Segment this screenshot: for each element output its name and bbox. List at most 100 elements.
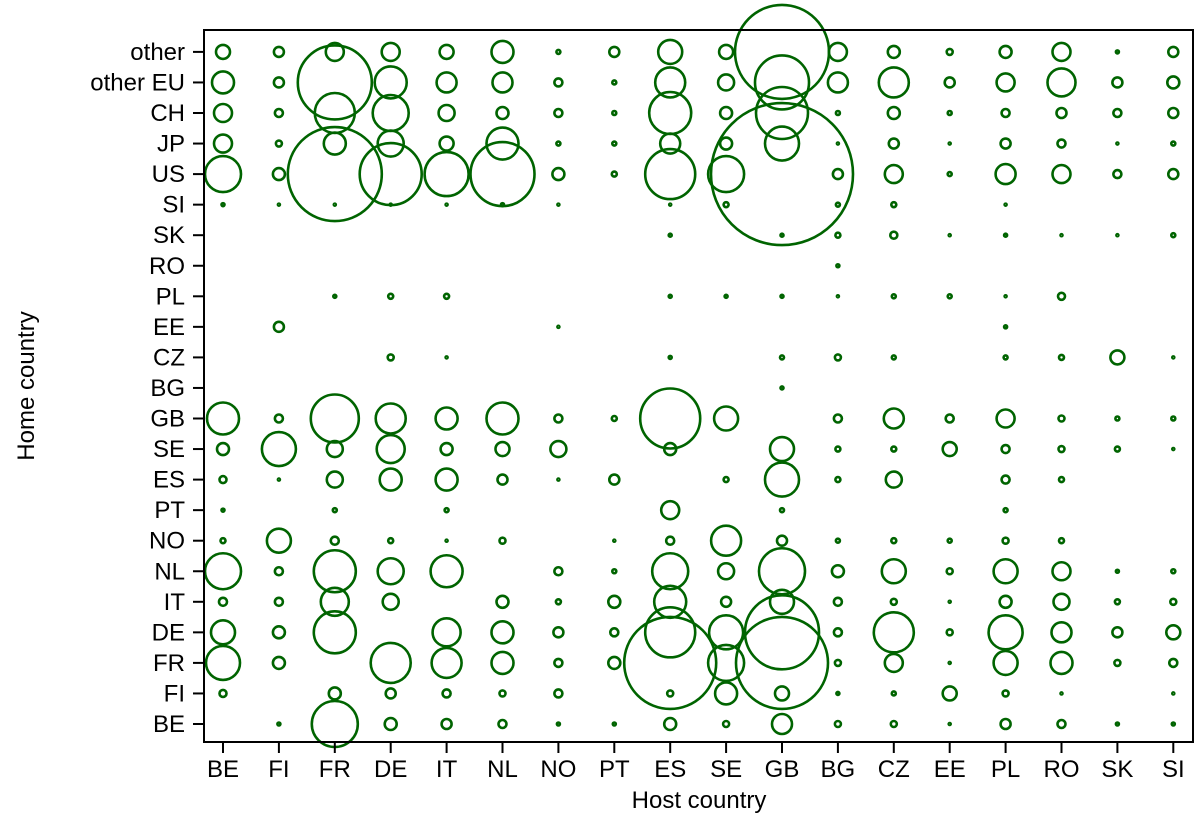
- bubble-it-in-fr: [319, 586, 351, 618]
- bubble-de-in-ee: [945, 628, 955, 637]
- bubble-de-in-sk: [1111, 626, 1124, 639]
- bubble-no-in-pt: [611, 538, 617, 544]
- bubble-se-in-fr: [325, 439, 345, 459]
- bubble-be-in-sk: [1114, 721, 1121, 727]
- bubble-nl-in-fr: [312, 548, 358, 594]
- bubble-nl-in-si: [1170, 567, 1177, 575]
- bubble-es-in-ro: [1057, 475, 1066, 484]
- bubble-ee-in-fi: [272, 320, 286, 334]
- bubble-se-in-ro: [1057, 444, 1066, 454]
- bubble-es-in-pl: [1000, 474, 1011, 485]
- bubble-no-in-gb: [775, 534, 789, 548]
- x-tick-label-it: IT: [436, 756, 458, 783]
- bubble-us-in-es: [643, 147, 697, 201]
- x-tick-label-fi: FI: [268, 756, 289, 783]
- bubble-fr-in-bg: [833, 658, 843, 668]
- bubble-ch-in-es: [647, 90, 693, 136]
- bubble-ch-in-sk: [1112, 107, 1123, 119]
- bubble-se-in-it: [439, 441, 454, 457]
- bubble-jp-in-ee: [947, 141, 953, 146]
- x-tick-label-no: NO: [540, 756, 576, 783]
- bubble-gb-in-pl: [995, 408, 1016, 429]
- bubble-se-in-cz: [889, 445, 898, 453]
- bubble-ch-in-nl: [495, 105, 510, 121]
- bubble-jp-in-fi: [274, 139, 284, 148]
- bubble-other-in-se: [717, 43, 735, 61]
- bubble-ch-in-fi: [273, 107, 285, 119]
- bubble-fi-in-pl: [1001, 689, 1010, 698]
- bubble-pl-in-ro: [1056, 291, 1067, 302]
- y-axis-title: Home country: [13, 311, 40, 460]
- bubble-us-in-it: [423, 150, 470, 198]
- bubble-pl-in-it: [442, 292, 451, 301]
- bubble-it-in-be: [217, 596, 229, 608]
- bubble-se-in-de: [375, 433, 407, 465]
- y-tick-label-fi: FI: [164, 680, 185, 707]
- bubble-si-in-se: [722, 200, 730, 209]
- bubble-sk-in-bg: [834, 231, 842, 239]
- bubble-pl-in-de: [386, 292, 395, 301]
- bubble-fr-in-si: [1168, 657, 1179, 669]
- bubble-nl-in-se: [716, 561, 736, 581]
- bubble-fi-in-it: [441, 688, 452, 699]
- bubble-jp-in-nl: [485, 126, 520, 161]
- bubble-pl-in-fr: [331, 293, 338, 300]
- bubble-it-in-de: [381, 592, 401, 612]
- bubble-other-eu-in-fr: [296, 44, 374, 121]
- bubble-no-in-be: [219, 536, 227, 545]
- bubble-se-in-sk: [1113, 445, 1122, 453]
- y-tick-label-gb: GB: [150, 406, 185, 433]
- bubble-it-in-no: [554, 597, 563, 606]
- bubble-cz-in-de: [386, 353, 396, 362]
- bubble-gb-in-be: [205, 401, 241, 436]
- bubble-es-in-gb: [763, 461, 801, 498]
- bubble-ch-in-pt: [610, 109, 618, 117]
- bubble-be-in-de: [383, 716, 399, 732]
- bubble-fi-in-de: [384, 687, 398, 700]
- bubble-be-in-pt: [611, 721, 618, 727]
- bubble-sk-in-es: [667, 232, 674, 238]
- bubble-nl-in-sk: [1114, 568, 1121, 575]
- bubble-other-in-it: [438, 43, 455, 61]
- bubble-de-in-pt: [608, 627, 620, 638]
- bubble-cz-in-pl: [1002, 354, 1009, 361]
- bubble-sk-in-sk: [1115, 232, 1120, 238]
- bubble-no-in-pl: [1001, 536, 1010, 546]
- bubble-pt-in-gb: [778, 506, 786, 514]
- bubble-gb-in-cz: [882, 407, 906, 430]
- bubble-no-in-cz: [889, 536, 898, 545]
- bubble-nl-in-no: [553, 565, 564, 577]
- bubble-cz-in-gb: [778, 354, 786, 361]
- bubble-cz-in-si: [1171, 355, 1176, 360]
- x-tick-label-si: SI: [1162, 756, 1185, 783]
- bubble-pt-in-fr: [331, 506, 339, 514]
- bubble-other-eu-in-nl: [491, 71, 514, 94]
- bubble-be-in-se: [721, 719, 731, 729]
- bubble-se-in-no: [549, 439, 568, 459]
- bubble-fr-in-nl: [490, 650, 515, 676]
- x-tick-label-pl: PL: [991, 756, 1020, 783]
- bubble-other-eu-in-bg: [826, 71, 850, 94]
- x-tick-label-ro: RO: [1044, 756, 1080, 783]
- bubble-cz-in-es: [667, 354, 674, 361]
- bubble-other-in-pl: [998, 44, 1013, 60]
- y-tick-label-fr: FR: [153, 650, 185, 677]
- bubble-other-eu-in-sk: [1111, 76, 1124, 89]
- bubble-nl-in-bg: [830, 563, 846, 579]
- bubble-be-in-bg: [833, 719, 843, 729]
- bubble-cz-in-sk: [1109, 349, 1126, 366]
- bubble-us-in-sk: [1112, 168, 1123, 180]
- bubble-jp-in-no: [555, 140, 562, 147]
- x-tick-label-pt: PT: [599, 756, 630, 783]
- bubble-fr-in-fi: [271, 655, 287, 671]
- bubble-gb-in-es: [638, 387, 702, 450]
- bubble-us-in-ro: [1051, 163, 1072, 185]
- y-tick-label-it: IT: [164, 589, 186, 616]
- bubble-si-in-es: [667, 202, 673, 207]
- x-axis-title: Host country: [632, 787, 767, 814]
- y-tick-label-de: DE: [152, 619, 185, 646]
- bubble-pt-in-be: [220, 507, 226, 513]
- bubble-pl-in-ee: [946, 292, 954, 300]
- y-tick-label-us: US: [152, 161, 185, 188]
- bubble-gb-in-bg: [832, 413, 844, 424]
